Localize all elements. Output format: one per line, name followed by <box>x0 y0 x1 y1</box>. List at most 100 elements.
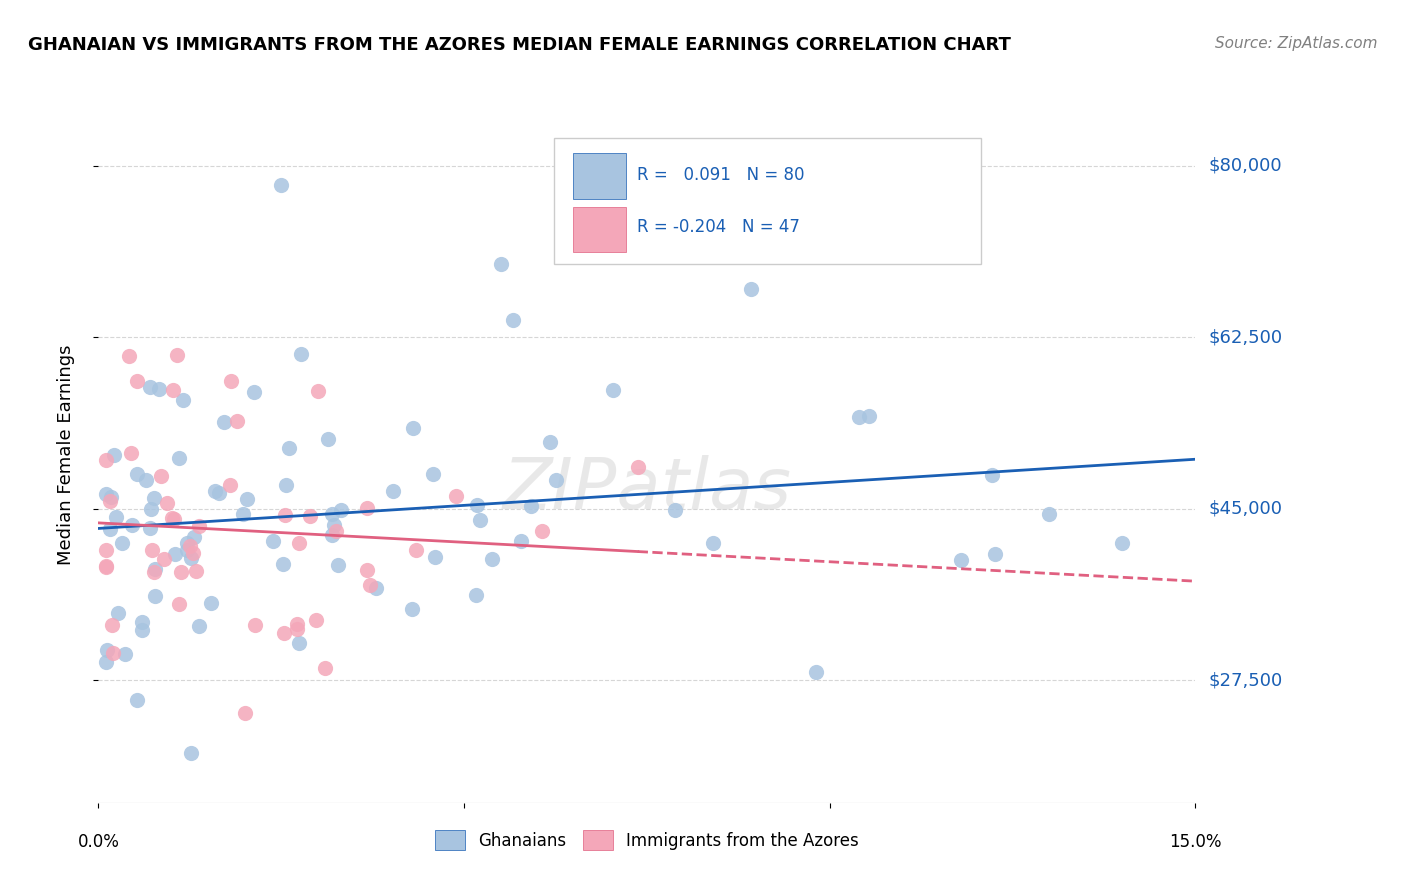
Text: GHANAIAN VS IMMIGRANTS FROM THE AZORES MEDIAN FEMALE EARNINGS CORRELATION CHART: GHANAIAN VS IMMIGRANTS FROM THE AZORES M… <box>28 36 1011 54</box>
Point <box>114 647 136 661</box>
Point <box>150 469 173 483</box>
Point <box>848 409 870 424</box>
Point <box>111 535 134 549</box>
Point <box>207 486 229 500</box>
Point <box>235 706 257 720</box>
Point <box>121 517 143 532</box>
Point <box>702 536 724 550</box>
Text: 15.0%: 15.0% <box>1168 833 1222 851</box>
Point <box>98 494 121 508</box>
Point <box>176 542 198 557</box>
Point <box>489 257 512 271</box>
Point <box>321 528 343 542</box>
Point <box>172 393 194 408</box>
Point <box>180 550 202 565</box>
Point <box>402 421 425 435</box>
Point <box>169 450 191 465</box>
Point <box>277 441 299 455</box>
Point <box>984 547 1007 561</box>
Point <box>321 507 343 521</box>
Point <box>94 560 117 574</box>
Point <box>103 448 125 462</box>
Point <box>520 500 543 514</box>
Point <box>464 588 486 602</box>
Point <box>167 598 190 612</box>
Point <box>359 578 381 592</box>
Point <box>143 562 166 576</box>
Text: 0.0%: 0.0% <box>77 833 120 851</box>
Point <box>329 503 352 517</box>
Point <box>141 542 163 557</box>
Point <box>165 547 187 561</box>
Point <box>176 536 198 550</box>
Point <box>181 546 204 560</box>
Point <box>602 384 624 398</box>
Point <box>94 656 117 670</box>
Point <box>169 565 191 579</box>
Point <box>1038 507 1060 521</box>
Point <box>858 409 880 423</box>
Point <box>153 551 176 566</box>
Point <box>502 313 524 327</box>
Point <box>290 347 312 361</box>
Point <box>981 467 1004 482</box>
Point <box>94 487 117 501</box>
Text: $80,000: $80,000 <box>1209 157 1282 175</box>
Point <box>104 510 127 524</box>
Point <box>740 282 762 296</box>
Point <box>131 623 153 637</box>
Point <box>806 665 828 679</box>
Point <box>664 503 686 517</box>
Point <box>162 383 184 397</box>
Point <box>232 507 254 521</box>
Point <box>510 534 533 549</box>
Point <box>186 564 208 578</box>
Point <box>325 524 347 539</box>
Point <box>200 596 222 610</box>
Point <box>627 460 650 475</box>
Point <box>299 509 322 524</box>
Point <box>425 550 447 565</box>
Point <box>273 508 295 522</box>
Point <box>156 496 179 510</box>
Point <box>204 484 226 499</box>
Point <box>180 747 202 761</box>
Point <box>285 622 308 636</box>
Point <box>131 615 153 629</box>
Point <box>314 661 336 675</box>
Point <box>1111 535 1133 549</box>
Point <box>307 384 329 399</box>
Point <box>316 432 339 446</box>
Point <box>243 384 266 399</box>
Point <box>96 643 118 657</box>
Point <box>270 178 292 193</box>
Point <box>135 473 157 487</box>
Point <box>94 542 117 557</box>
Point <box>214 415 236 429</box>
Point <box>356 563 378 577</box>
Point <box>183 531 205 545</box>
Point <box>326 558 349 573</box>
Point <box>465 498 488 512</box>
Point <box>125 692 148 706</box>
Point <box>219 374 242 388</box>
Point <box>262 534 284 549</box>
Point <box>271 558 294 572</box>
Point <box>101 617 124 632</box>
Point <box>226 414 249 428</box>
Point <box>188 619 211 633</box>
Point <box>127 375 149 389</box>
Point <box>401 602 423 616</box>
Point <box>143 491 166 505</box>
Point <box>382 483 405 498</box>
Point <box>107 606 129 620</box>
Point <box>118 349 141 363</box>
Point <box>288 535 311 549</box>
Point <box>285 616 308 631</box>
Y-axis label: Median Female Earnings: Median Female Earnings <box>56 344 75 566</box>
Point <box>538 435 561 450</box>
Text: Source: ZipAtlas.com: Source: ZipAtlas.com <box>1215 36 1378 51</box>
Point <box>94 452 117 467</box>
Point <box>139 521 162 535</box>
Point <box>160 511 183 525</box>
